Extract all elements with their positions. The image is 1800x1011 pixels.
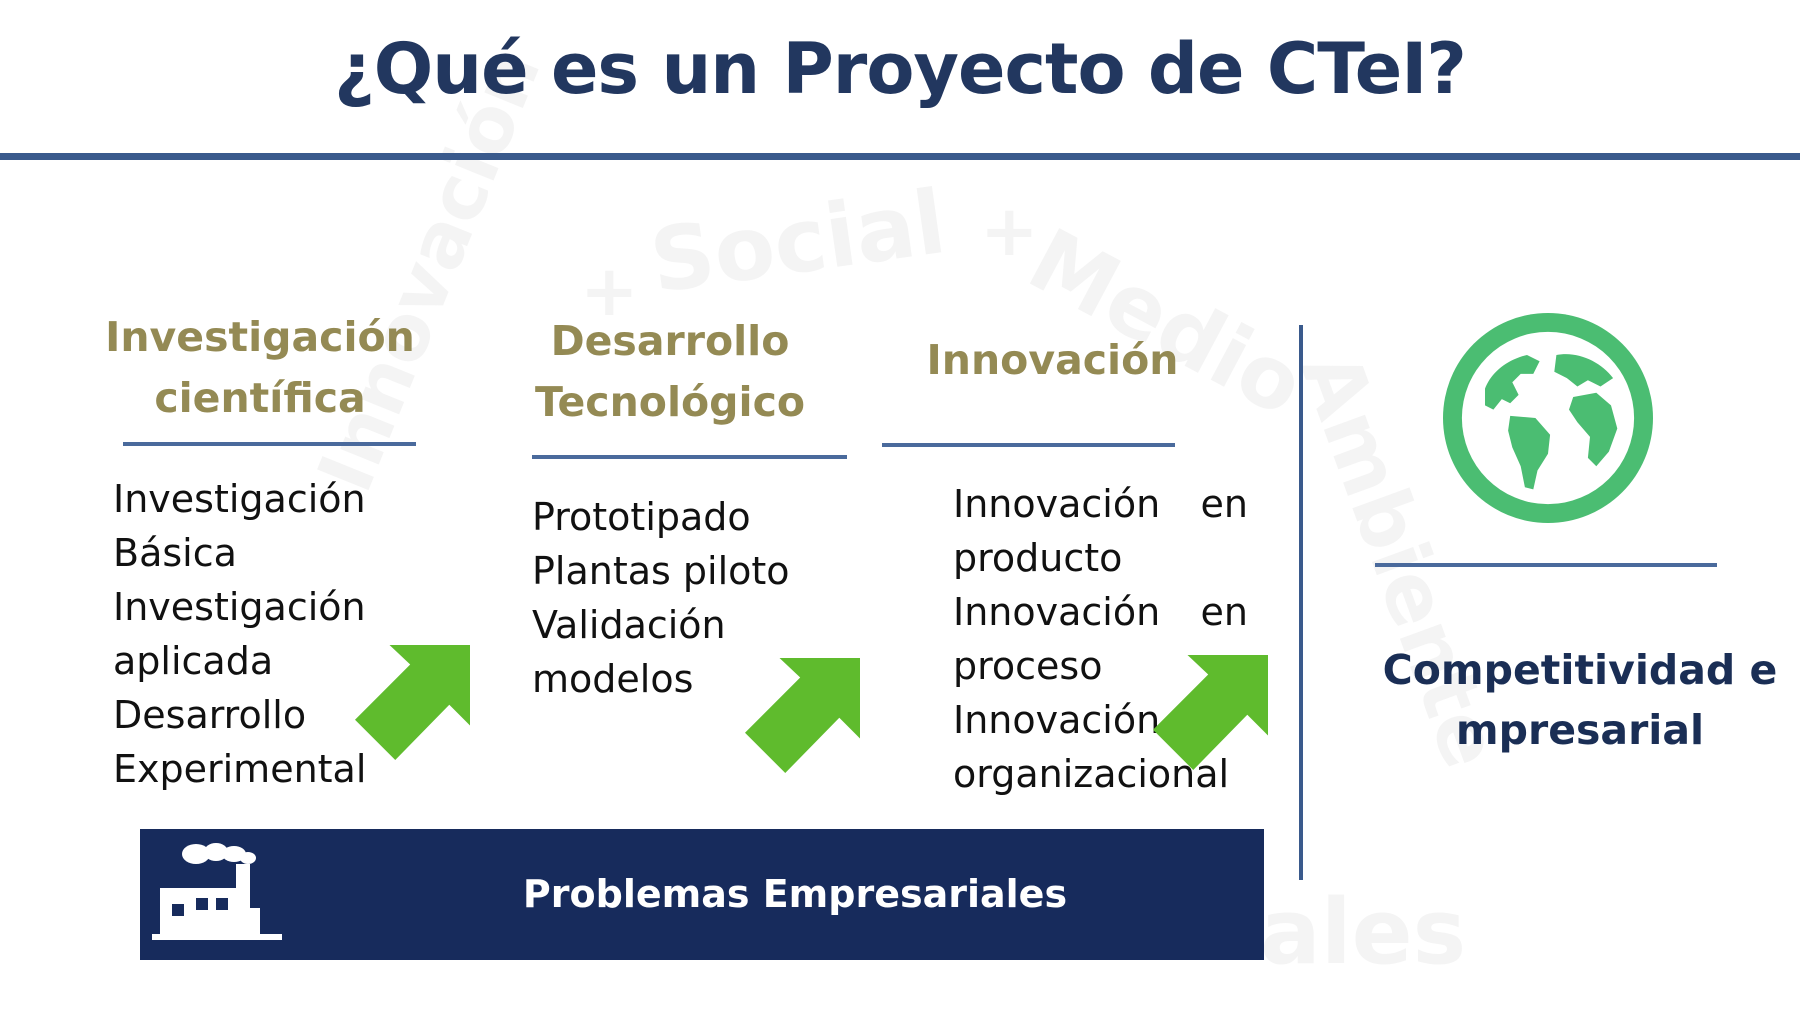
outcome-text: Competitividad e mpresarial <box>1370 640 1790 760</box>
vertical-divider <box>1299 325 1303 880</box>
column-title-innovacion: Innovación <box>900 330 1205 391</box>
list-item: Desarrollo <box>113 693 307 737</box>
list-item: proceso <box>953 644 1103 688</box>
arrow-up-right-icon <box>1153 655 1268 770</box>
watermark-word: Social <box>644 169 952 314</box>
list-item: aplicada <box>113 639 274 683</box>
title-underline <box>0 153 1800 160</box>
watermark-word: + <box>580 250 639 332</box>
list-item: Plantas piloto <box>532 549 790 593</box>
list-item: Investigación <box>113 585 366 629</box>
column-title-line: Innovación <box>926 336 1179 384</box>
list-item: Prototipado <box>532 495 751 539</box>
arrow-up-right-icon <box>745 658 860 773</box>
watermark-word: ales <box>1260 880 1467 985</box>
watermark-word: Medio <box>1013 210 1320 437</box>
outcome-rule <box>1375 563 1717 567</box>
problems-banner <box>140 829 1264 960</box>
outcome-line: Competitividad e <box>1382 646 1778 694</box>
list-item: producto <box>953 536 1123 580</box>
list-item: Innovación en <box>953 477 1248 531</box>
column-rule <box>532 455 847 459</box>
column-title-line: Tecnológico <box>534 378 806 426</box>
list-item: Innovación <box>953 698 1161 742</box>
watermark-word: + <box>980 190 1039 272</box>
column-rule <box>123 442 416 446</box>
banner-label: Problemas Empresariales <box>522 872 1068 916</box>
column-title-line: Desarrollo <box>550 317 790 365</box>
list-item: modelos <box>532 657 694 701</box>
column-items-innovacion: Innovación en producto Innovación en pro… <box>953 477 1248 801</box>
arrow-up-right-icon <box>355 645 470 760</box>
column-items-desarrollo: Prototipado Plantas piloto Validación mo… <box>532 490 790 706</box>
factory-icon <box>152 843 282 940</box>
list-item: Innovación en <box>953 585 1248 639</box>
column-title-investigacion: Investigación científica <box>100 307 420 429</box>
column-items-investigacion: Investigación Básica Investigación aplic… <box>113 472 366 796</box>
outcome-line: mpresarial <box>1455 706 1705 754</box>
list-item-text: Innovación <box>953 590 1161 634</box>
list-item-text: en <box>1200 482 1248 526</box>
column-title-desarrollo: Desarrollo Tecnológico <box>520 311 820 433</box>
list-item: Experimental <box>113 747 367 791</box>
column-title-line: científica <box>154 374 366 422</box>
list-item: Investigación <box>113 477 366 521</box>
list-item: Básica <box>113 531 237 575</box>
globe-icon <box>1443 313 1653 523</box>
list-item: Validación <box>532 603 726 647</box>
page-title: ¿Qué es un Proyecto de CTeI? <box>334 28 1467 110</box>
list-item-text: Innovación <box>953 482 1161 526</box>
column-rule <box>882 443 1175 447</box>
list-item-text: en <box>1200 590 1248 634</box>
column-title-line: Investigación <box>105 313 415 361</box>
